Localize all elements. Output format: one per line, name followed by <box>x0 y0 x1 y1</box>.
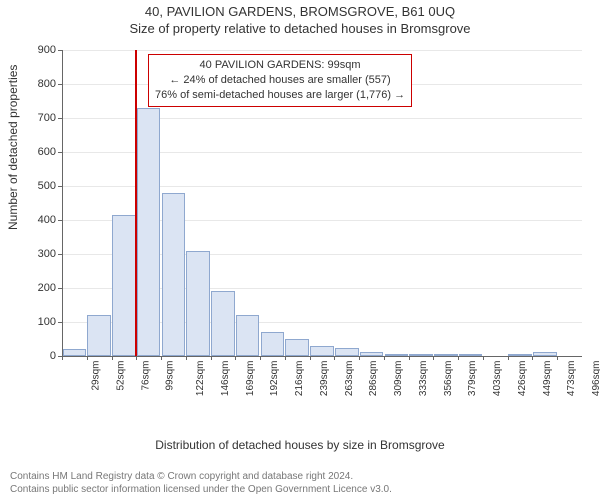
histogram-bar <box>211 291 235 356</box>
y-tick-label: 400 <box>26 214 56 226</box>
y-tick-label: 900 <box>26 44 56 56</box>
x-tick-label: 403sqm <box>492 361 503 397</box>
page-title: 40, PAVILION GARDENS, BROMSGROVE, B61 0U… <box>0 0 600 19</box>
footer-line-2: Contains public sector information licen… <box>10 484 392 497</box>
footer: Contains HM Land Registry data © Crown c… <box>10 471 392 496</box>
y-axis <box>62 50 63 356</box>
property-marker-line <box>135 50 137 356</box>
x-tick-label: 216sqm <box>294 361 305 397</box>
x-tick-label: 122sqm <box>195 361 206 397</box>
x-tick-label: 76sqm <box>140 361 151 391</box>
y-tick-label: 0 <box>26 350 56 362</box>
histogram-bar <box>87 315 111 356</box>
x-tick-label: 52sqm <box>115 361 126 391</box>
annotation-box: 40 PAVILION GARDENS: 99sqm ← 24% of deta… <box>148 54 412 107</box>
x-tick-label: 99sqm <box>165 361 176 391</box>
x-tick-label: 473sqm <box>567 361 578 397</box>
x-tick-label: 333sqm <box>418 361 429 397</box>
y-tick-label: 700 <box>26 112 56 124</box>
histogram-bar <box>236 315 260 356</box>
y-tick-label: 800 <box>26 78 56 90</box>
x-tick-label: 169sqm <box>245 361 256 397</box>
footer-line-1: Contains HM Land Registry data © Crown c… <box>10 471 392 484</box>
histogram-bar <box>63 349 87 356</box>
y-tick-label: 300 <box>26 248 56 260</box>
histogram-bar <box>285 339 309 356</box>
y-tick-label: 500 <box>26 180 56 192</box>
x-axis-label: Distribution of detached houses by size … <box>0 438 600 452</box>
annotation-line-3: 76% of semi-detached houses are larger (… <box>155 88 405 103</box>
x-tick-label: 263sqm <box>344 361 355 397</box>
histogram-bar <box>112 215 136 356</box>
y-tick-label: 200 <box>26 282 56 294</box>
histogram-bar <box>186 251 210 356</box>
x-tick-label: 356sqm <box>443 361 454 397</box>
x-tick-label: 239sqm <box>319 361 330 397</box>
histogram-bar <box>335 348 359 357</box>
x-axis <box>62 356 582 357</box>
x-tick-label: 426sqm <box>517 361 528 397</box>
x-tick-label: 192sqm <box>269 361 280 397</box>
histogram-bar <box>137 108 161 356</box>
x-tick-label: 146sqm <box>220 361 231 397</box>
x-tick-label: 286sqm <box>368 361 379 397</box>
chart-area: 010020030040050060070080090029sqm52sqm76… <box>62 46 582 416</box>
annotation-line-1: 40 PAVILION GARDENS: 99sqm <box>155 58 405 73</box>
chart-subtitle: Size of property relative to detached ho… <box>0 19 600 36</box>
histogram-bar <box>261 332 285 356</box>
histogram-bar <box>310 346 334 356</box>
x-tick-label: 496sqm <box>591 361 600 397</box>
y-tick-label: 100 <box>26 316 56 328</box>
gridline <box>62 50 582 51</box>
x-tick-label: 379sqm <box>468 361 479 397</box>
y-tick-label: 600 <box>26 146 56 158</box>
y-axis-label: Number of detached properties <box>6 65 20 230</box>
x-tick-label: 449sqm <box>542 361 553 397</box>
x-tick-label: 29sqm <box>91 361 102 391</box>
annotation-line-2: ← 24% of detached houses are smaller (55… <box>155 73 405 88</box>
x-tick-label: 309sqm <box>393 361 404 397</box>
histogram-bar <box>162 193 186 356</box>
